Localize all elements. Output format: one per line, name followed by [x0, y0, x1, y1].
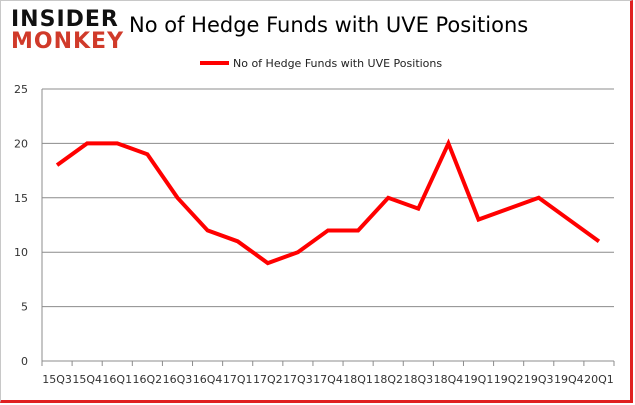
x-tick-label: 20Q1	[584, 373, 614, 386]
series-line	[55, 138, 601, 266]
x-tick-label: 17Q2	[253, 373, 283, 386]
x-tick-label: 19Q4	[554, 373, 584, 386]
x-tick-label: 19Q1	[464, 373, 494, 386]
y-tick-label: 15	[14, 192, 28, 205]
x-tick-label: 15Q4	[72, 373, 102, 386]
y-tick-label: 5	[21, 301, 28, 314]
x-tick-label: 19Q3	[524, 373, 554, 386]
x-tick-label: 18Q3	[403, 373, 433, 386]
x-tick-label: 16Q4	[193, 373, 223, 386]
y-tick-label: 20	[14, 137, 28, 150]
y-tick-label: 25	[14, 83, 28, 96]
y-tick-label: 0	[21, 355, 28, 368]
x-tick-label: 16Q3	[163, 373, 193, 386]
x-tick-label: 18Q4	[434, 373, 464, 386]
x-tick-label: 17Q1	[223, 373, 253, 386]
x-tick-label: 18Q1	[343, 373, 373, 386]
x-tick-label: 17Q4	[313, 373, 343, 386]
x-tick-label: 19Q2	[494, 373, 524, 386]
x-tick-label: 16Q2	[133, 373, 163, 386]
x-tick-label: 17Q3	[283, 373, 313, 386]
x-tick-label: 15Q3	[42, 373, 72, 386]
chart-title: No of Hedge Funds with UVE Positions	[129, 13, 529, 37]
x-tick-label: 18Q2	[373, 373, 403, 386]
y-tick-label: 10	[14, 246, 28, 259]
legend-label: No of Hedge Funds with UVE Positions	[233, 57, 442, 70]
x-tick-label: 16Q1	[102, 373, 132, 386]
logo: MONKEY	[11, 29, 125, 54]
logo: INSIDER	[11, 7, 119, 32]
